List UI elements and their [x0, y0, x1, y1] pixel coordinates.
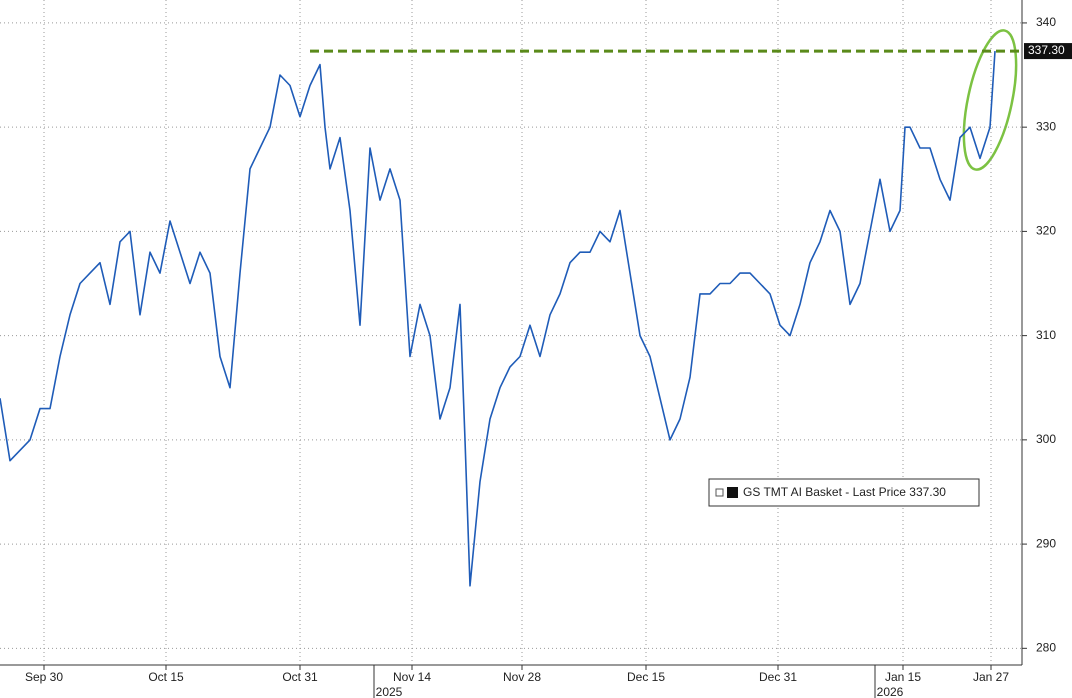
x-tick-label: Dec 15: [627, 670, 665, 684]
y-tick-label: 300: [1036, 432, 1056, 446]
year-label: 2025: [376, 685, 403, 698]
y-tick-label: 330: [1036, 119, 1056, 133]
legend-icon: [715, 488, 724, 497]
legend-box: [708, 478, 980, 507]
highlight-ellipse: [962, 29, 1018, 171]
x-tick-label: Dec 31: [759, 670, 797, 684]
y-tick-label: 340: [1036, 15, 1056, 29]
y-tick-label: 290: [1036, 536, 1056, 550]
legend-label: GS TMT AI Basket - Last Price 337.30: [743, 485, 946, 499]
x-tick-label: Nov 14: [393, 670, 431, 684]
series-line: [0, 51, 996, 587]
last-price-label: 337.30: [1028, 43, 1065, 57]
x-tick-label: Nov 28: [503, 670, 541, 684]
x-tick-label: Oct 15: [148, 670, 184, 684]
legend: GS TMT AI Basket - Last Price 337.30: [708, 478, 980, 507]
x-tick-label: Jan 15: [885, 670, 921, 684]
x-tick-label: Oct 31: [282, 670, 318, 684]
last-price-box: [1024, 43, 1072, 60]
x-tick-label: Jan 27: [973, 670, 1009, 684]
year-label: 2026: [877, 685, 904, 698]
y-tick-label: 310: [1036, 328, 1056, 342]
y-tick-label: 280: [1036, 640, 1056, 654]
legend-swatch: [727, 487, 738, 498]
x-tick-label: Sep 30: [25, 670, 63, 684]
y-tick-label: 320: [1036, 224, 1056, 238]
